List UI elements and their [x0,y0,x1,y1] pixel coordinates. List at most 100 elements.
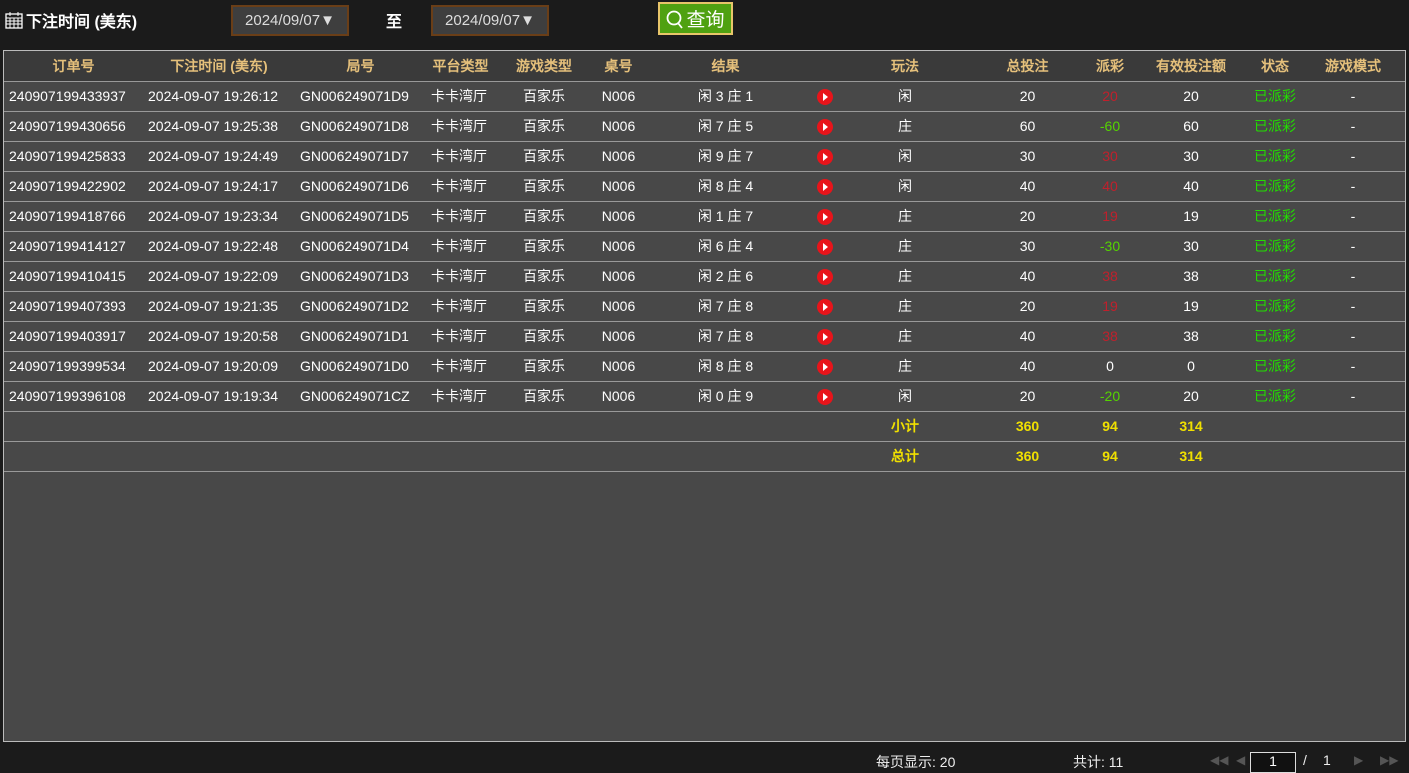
date-to-select[interactable]: 2024/09/07▼ [431,5,549,36]
result-cell: 闲 2 庄 6 [644,261,807,292]
game-mode-cell: - [1301,81,1405,112]
round-id-cell: GN006249071D8 [295,111,426,142]
status-cell: 已派彩 [1249,171,1301,202]
game-type-cell: 百家乐 [495,111,593,142]
status-cell: 已派彩 [1249,321,1301,352]
game-mode-cell: - [1301,261,1405,292]
bet-time-cell: 2024-09-07 19:24:49 [143,141,295,172]
valid-bet-cell: 30 [1133,141,1249,172]
play-replay-icon[interactable] [816,208,833,225]
play-replay-icon[interactable] [816,388,833,405]
query-button[interactable]: 查询 [658,2,733,35]
first-page-icon[interactable]: ◀◀ [1210,753,1229,767]
platform-cell: 卡卡湾厅 [426,381,495,412]
replay-cell[interactable] [807,81,842,112]
next-page-icon[interactable]: ▶ [1354,753,1364,767]
game-mode-cell: - [1301,201,1405,232]
column-header: 玩法 [842,51,968,82]
platform-cell: 卡卡湾厅 [426,81,495,112]
replay-cell[interactable] [807,201,842,232]
table-row: 240907199433937 2024-09-07 19:26:12 GN0062… [4,81,1405,112]
order-id-cell: 240907199403917 [4,321,143,352]
status-cell: 已派彩 [1249,81,1301,112]
round-id-cell: GN006249071D4 [295,231,426,262]
total-valid-bet: 314 [1133,441,1249,472]
replay-cell[interactable] [807,291,842,322]
play-replay-icon[interactable] [816,148,833,165]
play-replay-icon[interactable] [816,358,833,375]
platform-cell: 卡卡湾厅 [426,231,495,262]
bet-time-cell: 2024-09-07 19:22:48 [143,231,295,262]
play-replay-icon[interactable] [816,268,833,285]
replay-cell[interactable] [807,351,842,382]
status-cell: 已派彩 [1249,141,1301,172]
replay-cell[interactable] [807,231,842,262]
game-type-cell: 百家乐 [495,171,593,202]
empty-cell [1249,441,1405,472]
result-cell: 闲 8 庄 8 [644,351,807,382]
order-id-cell: 240907199407393 [4,291,143,322]
subtotal-payout: 94 [1087,411,1133,442]
replay-cell[interactable] [807,111,842,142]
empty-cell [4,441,842,472]
total-total-bet: 360 [968,441,1087,472]
total-bet-cell: 20 [968,291,1087,322]
replay-cell[interactable] [807,171,842,202]
bet-time-cell: 2024-09-07 19:26:12 [143,81,295,112]
status-cell: 已派彩 [1249,381,1301,412]
bet-time-cell: 2024-09-07 19:19:34 [143,381,295,412]
round-id-cell: GN006249071D9 [295,81,426,112]
platform-cell: 卡卡湾厅 [426,111,495,142]
result-cell: 闲 7 庄 8 [644,321,807,352]
column-header: 结果 [644,51,807,82]
play-replay-icon[interactable] [816,238,833,255]
calendar-icon [5,12,23,29]
order-id-cell: 240907199396108 [4,381,143,412]
play-replay-icon[interactable] [816,298,833,315]
date-from-select[interactable]: 2024/09/07▼ [231,5,349,36]
order-id-cell: 240907199418766 [4,201,143,232]
to-label: 至 [386,14,403,31]
play-replay-icon[interactable] [816,178,833,195]
game-mode-cell: - [1301,111,1405,142]
payout-cell: -30 [1087,231,1133,262]
record-count: 共计: 11 [1073,754,1124,770]
column-header: 局号 [295,51,426,82]
bet-type-cell: 庄 [842,231,968,262]
game-mode-cell: - [1301,291,1405,322]
payout-cell: 19 [1087,201,1133,232]
last-page-icon[interactable]: ▶▶ [1380,753,1399,767]
play-replay-icon[interactable] [816,328,833,345]
page-input[interactable]: 1 [1250,752,1296,773]
bet-type-cell: 闲 [842,171,968,202]
status-cell: 已派彩 [1249,111,1301,142]
replay-cell[interactable] [807,141,842,172]
status-cell: 已派彩 [1249,291,1301,322]
table-no-cell: N006 [593,261,644,292]
round-id-cell: GN006249071D6 [295,171,426,202]
total-bet-cell: 60 [968,111,1087,142]
column-header: 游戏类型 [495,51,593,82]
replay-cell[interactable] [807,261,842,292]
round-id-cell: GN006249071D0 [295,351,426,382]
prev-page-icon[interactable]: ◀ [1236,753,1246,767]
payout-cell: 30 [1087,141,1133,172]
column-header: 总投注 [968,51,1087,82]
total-bet-cell: 40 [968,351,1087,382]
table-no-cell: N006 [593,291,644,322]
play-replay-icon[interactable] [816,118,833,135]
replay-cell[interactable] [807,321,842,352]
table-no-cell: N006 [593,321,644,352]
game-type-cell: 百家乐 [495,141,593,172]
subtotal-label: 小计 [842,411,968,442]
play-replay-icon[interactable] [816,88,833,105]
payout-cell: 38 [1087,261,1133,292]
bet-time-cell: 2024-09-07 19:23:34 [143,201,295,232]
platform-cell: 卡卡湾厅 [426,351,495,382]
table-row: 240907199425833 2024-09-07 19:24:49 GN0062… [4,141,1405,172]
replay-cell[interactable] [807,381,842,412]
total-row: 总计 360 94 314 [4,441,1405,472]
bet-type-cell: 庄 [842,351,968,382]
column-header: 桌号 [593,51,644,82]
bet-records-table: 订单号 下注时间 (美东) 局号 平台类型 游戏类型 桌号 结果 玩法 总投注 派彩 有效投注额 状态… [3,50,1406,742]
